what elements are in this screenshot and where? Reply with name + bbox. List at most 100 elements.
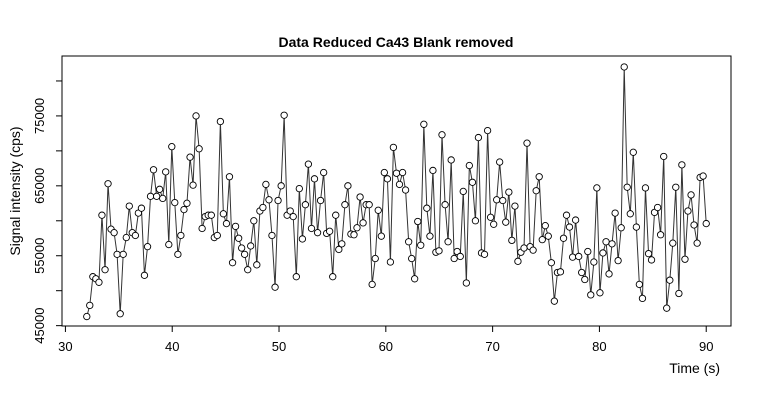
data-point [240, 250, 249, 258]
data-point [611, 209, 619, 217]
data-point [471, 217, 480, 225]
data-point [389, 143, 398, 152]
data-point [143, 242, 152, 251]
data-point [441, 201, 449, 209]
x-axis-label: Time (s) [669, 360, 720, 376]
data-point [116, 310, 124, 318]
data-point [587, 291, 595, 299]
y-tick-label: 45000 [32, 308, 47, 344]
data-point [356, 193, 364, 201]
data-point [462, 279, 470, 287]
data-point [307, 224, 316, 233]
data-point [480, 250, 489, 258]
data-point [231, 222, 240, 231]
data-point [511, 202, 519, 210]
data-point [395, 180, 404, 189]
data-point [152, 192, 161, 200]
data-point [119, 250, 127, 258]
data-point [529, 246, 537, 254]
data-point [538, 236, 546, 244]
data-point [165, 240, 173, 249]
data-point [596, 289, 604, 297]
data-point [371, 254, 379, 263]
data-point [155, 185, 164, 193]
data-point [359, 219, 367, 227]
data-point [265, 196, 273, 204]
data-point [274, 196, 282, 205]
y-axis-label: Signal intensity (cps) [7, 126, 23, 255]
data-point [225, 173, 234, 181]
data-point [401, 186, 410, 194]
data-point [335, 245, 343, 254]
data-point [146, 192, 155, 200]
data-point [635, 280, 644, 289]
x-tick-label: 90 [699, 339, 713, 354]
x-tick-label: 60 [379, 339, 393, 354]
data-point [581, 275, 589, 284]
data-point [456, 252, 464, 261]
data-point [575, 252, 583, 261]
chart-title: Data Reduced Ca43 Blank removed [279, 34, 514, 50]
data-point [341, 201, 349, 209]
data-point [414, 217, 422, 226]
data-point [338, 240, 346, 248]
data-point [447, 156, 455, 164]
data-point [310, 175, 319, 183]
data-point [234, 234, 243, 242]
data-point [213, 231, 221, 240]
data-point [438, 131, 446, 139]
data-point [502, 218, 510, 226]
y-tick-label: 75000 [32, 98, 47, 134]
data-point [490, 220, 498, 228]
data-point [593, 184, 601, 192]
data-point [250, 217, 258, 225]
y-tick-label: 55000 [32, 238, 47, 274]
data-point [95, 278, 103, 286]
data-point [125, 202, 133, 210]
data-point [614, 256, 622, 265]
data-point [496, 158, 504, 166]
data-point [329, 273, 337, 281]
data-point [344, 182, 352, 190]
data-point [571, 216, 580, 224]
data-point [435, 247, 443, 255]
data-point [244, 266, 252, 274]
data-point [186, 153, 194, 161]
data-point [180, 205, 188, 214]
data-point [578, 268, 586, 277]
data-point [140, 271, 149, 279]
data-point [289, 212, 297, 221]
data-point [444, 238, 452, 246]
data-point [122, 233, 130, 242]
x-tick-label: 30 [58, 339, 72, 354]
data-point [590, 258, 598, 266]
data-point [623, 183, 631, 191]
data-point [641, 184, 650, 192]
data-point [377, 232, 385, 240]
data-point [386, 258, 395, 266]
data-point [663, 304, 671, 312]
data-point [544, 232, 552, 240]
data-point [629, 148, 637, 156]
data-point [702, 219, 710, 228]
data-point [137, 204, 146, 212]
data-point [499, 196, 507, 205]
data-point [638, 294, 647, 303]
data-point [301, 201, 310, 209]
data-point [86, 301, 94, 310]
data-point [332, 211, 340, 219]
data-point [365, 201, 373, 209]
data-point [104, 180, 112, 188]
data-point [520, 244, 528, 252]
data-point [556, 268, 565, 276]
y-tick-label: 65000 [32, 168, 47, 204]
data-point [617, 224, 625, 232]
data-point [508, 236, 516, 245]
data-point [316, 196, 325, 205]
data-point [678, 161, 686, 169]
data-point [380, 168, 388, 177]
data-point [675, 289, 683, 298]
data-point [426, 232, 434, 240]
x-tick-label: 40 [165, 339, 179, 354]
